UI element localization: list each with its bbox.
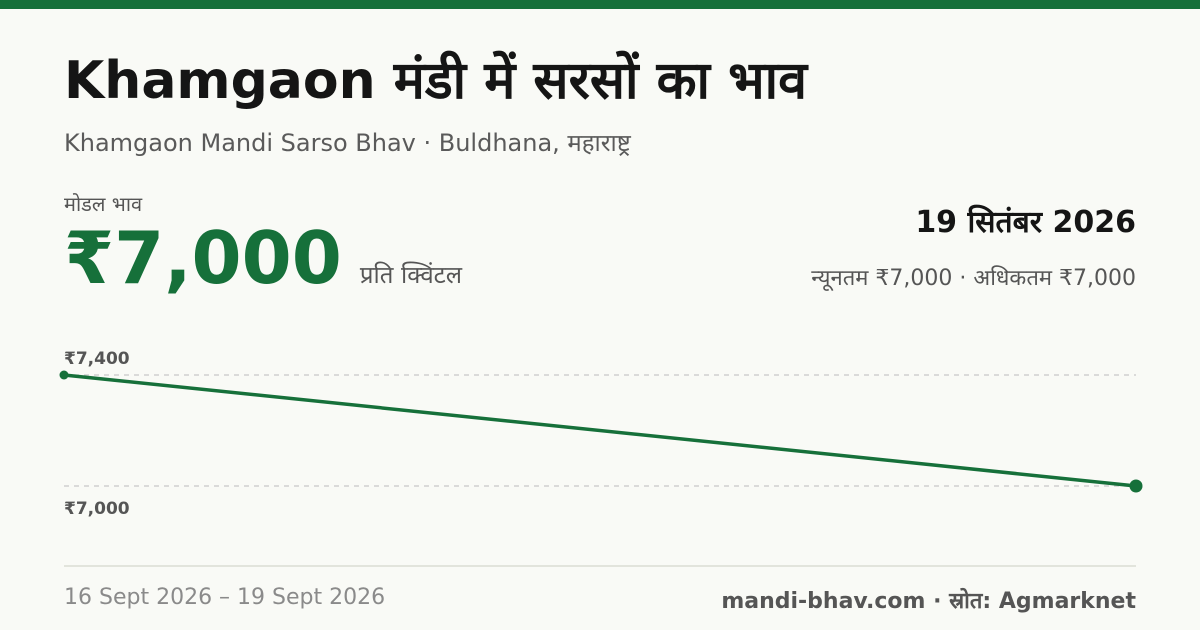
price-unit: प्रति क्विंटल [359,261,463,289]
source-credit: mandi-bhav.com · स्रोत: Agmarknet [721,589,1136,614]
series-layer [59,370,1143,493]
date-range: 16 Sept 2026 – 19 Sept 2026 [64,585,386,610]
series-line [63,373,1137,488]
y-tick-label-top: ₹7,400 [64,349,130,369]
min-max-price: न्यूनतम ₹7,000 · अधिकतम ₹7,000 [811,266,1136,291]
modal-price-value: ₹7,000 [64,216,342,300]
price-date: 19 सितंबर 2026 [915,205,1136,240]
page-subtitle: Khamgaon Mandi Sarso Bhav · Buldhana, मह… [64,129,631,157]
data-point [1129,479,1143,493]
data-point [59,370,69,380]
y-tick-label-bottom: ₹7,000 [64,499,130,519]
page-title: Khamgaon मंडी में सरसों का भाव [64,51,808,111]
footer-divider [64,565,1136,567]
top-accent-bar [0,0,1200,9]
price-row: ₹7,000 प्रति क्विंटल [64,222,462,294]
modal-price-label: मोडल भाव [64,192,143,216]
